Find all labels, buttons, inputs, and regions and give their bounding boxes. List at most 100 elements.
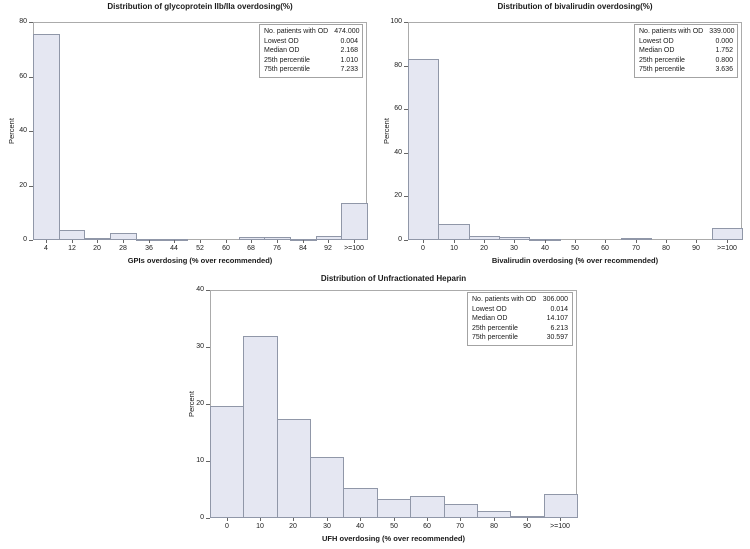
x-tick-mark [394,518,395,521]
histogram-bar [210,406,244,518]
stats-label: Median OD [264,47,300,55]
y-tick-mark [29,131,33,132]
histogram-bar [343,488,378,518]
stats-value: 1.752 [715,47,733,55]
y-tick-label: 100 [390,18,402,25]
x-tick-mark [427,518,428,521]
y-tick-label: 60 [394,105,402,112]
stats-row: No. patients with OD 474.000 [264,27,360,37]
stats-value: 0.000 [715,37,733,45]
y-tick-mark [206,518,210,519]
stats-label: 75th percentile [639,66,685,74]
x-tick-label: 80 [490,523,498,530]
x-tick-mark [605,240,606,243]
x-tick-label: 40 [541,245,549,252]
stats-label: 75th percentile [264,66,310,74]
histogram-bar [377,499,411,518]
stats-value: 306.000 [542,296,568,303]
x-tick-mark [200,240,201,243]
x-tick-label: 30 [510,245,518,252]
x-tick-label: >=100 [550,523,570,530]
stats-label: Lowest OD [639,37,674,45]
x-tick-mark [666,240,667,243]
stats-label: No. patients with OD [472,296,537,303]
histogram-bar [621,238,652,240]
x-tick-mark [46,240,47,243]
y-tick-label: 40 [196,286,204,293]
stats-label: No. patients with OD [639,28,704,35]
stats-box: No. patients with OD 339.000 Lowest OD 0.00… [634,24,738,78]
stats-row: 25th percentile 6.213 [472,324,568,334]
x-tick-label: 30 [323,523,331,530]
x-tick-mark [328,240,329,243]
x-tick-label: 60 [222,245,230,252]
y-tick-mark [404,240,408,241]
x-tick-label: 20 [480,245,488,252]
stats-row: Lowest OD 0.004 [264,37,358,47]
stats-label: 25th percentile [472,324,518,332]
x-tick-label: 36 [145,245,153,252]
x-tick-mark [72,240,73,243]
x-tick-label: 20 [289,523,297,530]
x-tick-label: 60 [601,245,609,252]
x-tick-label: 10 [256,523,264,530]
chart-title: Distribution of glycoprotein IIb/IIa ove… [107,2,293,11]
stats-label: 25th percentile [264,56,310,64]
y-tick-mark [206,347,210,348]
stats-box: No. patients with OD 306.000 Lowest OD 0.01… [467,292,573,346]
stats-row: No. patients with OD 306.000 [472,295,568,305]
y-tick-label: 0 [398,236,402,243]
stats-value: 3.636 [715,66,733,74]
x-tick-mark [174,240,175,243]
stats-row: 75th percentile 3.636 [639,65,733,75]
x-axis-label: Bivalirudin overdosing (% over recommend… [491,256,659,265]
histogram-bar [341,203,368,240]
histogram-bar [264,237,291,240]
x-tick-mark [460,518,461,521]
histogram-bar [712,228,743,240]
x-tick-label: 50 [390,523,398,530]
stats-row: 25th percentile 1.010 [264,56,358,66]
x-tick-label: 90 [523,523,531,530]
y-tick-label: 40 [394,149,402,156]
x-tick-mark [277,240,278,243]
x-tick-label: 50 [571,245,579,252]
chart-title: Distribution of Unfractionated Heparin [320,274,467,283]
y-tick-label: 20 [394,192,402,199]
stats-label: Lowest OD [264,37,299,45]
histogram-bar [310,457,344,518]
stats-value: 1.010 [340,56,358,64]
y-tick-mark [29,186,33,187]
x-tick-label: 70 [456,523,464,530]
x-tick-mark [454,240,455,243]
x-tick-mark [293,518,294,521]
stats-label: 75th percentile [472,334,518,342]
chart-title: Distribution of bivalirudin overdosing(%… [497,2,653,11]
histogram-bar [477,511,511,518]
x-tick-mark [123,240,124,243]
stats-value: 14.107 [546,315,568,323]
x-tick-mark [636,240,637,243]
x-tick-label: 60 [423,523,431,530]
x-tick-label: 70 [632,245,640,252]
stats-value: 0.800 [715,56,733,64]
histogram-bar [239,237,265,240]
x-tick-mark [575,240,576,243]
x-tick-mark [354,240,355,243]
stats-value: 30.597 [546,334,568,342]
y-tick-label: 60 [19,73,27,80]
y-tick-mark [404,153,408,154]
x-tick-label: 90 [692,245,700,252]
histogram-bar [33,34,60,240]
stats-label: 25th percentile [639,56,685,64]
x-tick-label: 28 [119,245,127,252]
x-tick-label: 40 [356,523,364,530]
x-tick-mark [303,240,304,243]
x-tick-label: 20 [93,245,101,252]
x-tick-mark [545,240,546,243]
stats-label: No. patients with OD [264,28,329,35]
stats-row: Lowest OD 0.014 [472,305,568,315]
y-tick-label: 80 [19,18,27,25]
stats-label: Median OD [472,315,508,323]
x-tick-label: 10 [450,245,458,252]
